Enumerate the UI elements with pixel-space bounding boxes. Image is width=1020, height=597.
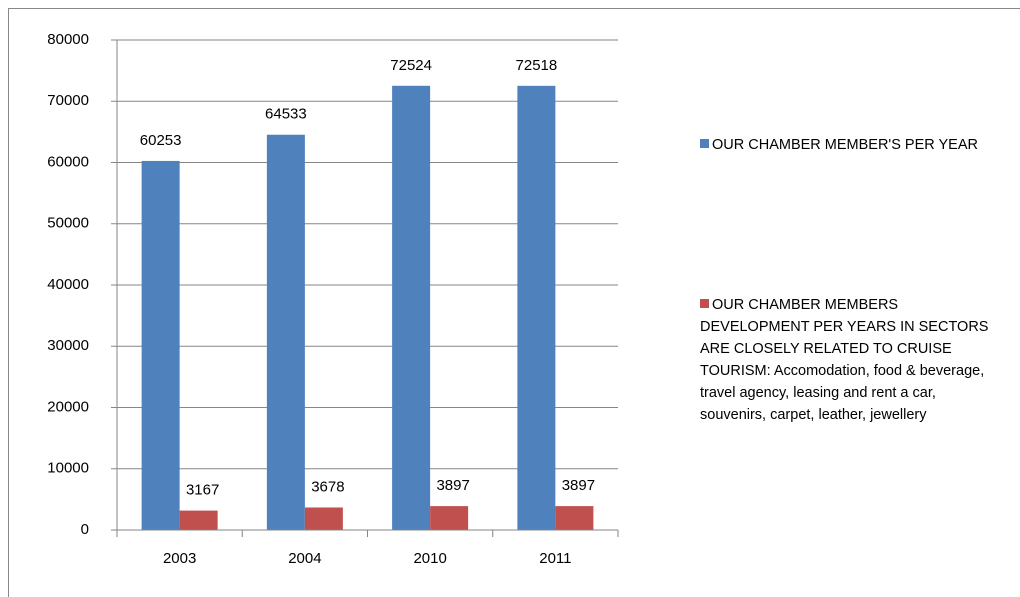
y-tick-label: 40000	[47, 276, 89, 293]
bar	[392, 85, 431, 530]
bar	[304, 507, 343, 530]
legend-label: OUR CHAMBER MEMBERS DEVELOPMENT PER YEAR…	[700, 297, 989, 423]
data-label: 72524	[390, 57, 432, 74]
x-tick-label: 2011	[539, 550, 571, 567]
y-tick-label: 70000	[47, 92, 89, 109]
legend-item: OUR CHAMBER MEMBER'S PER YEAR	[700, 134, 1000, 156]
y-tick-label: 60000	[47, 153, 89, 170]
bar	[430, 506, 469, 530]
bar	[555, 506, 594, 530]
bar	[517, 85, 556, 531]
y-tick-label: 0	[81, 521, 89, 538]
data-label: 64533	[265, 106, 307, 123]
data-label: 72518	[516, 57, 558, 74]
y-tick-label: 20000	[47, 398, 89, 415]
legend-swatch	[700, 299, 709, 308]
legend-swatch	[700, 139, 709, 148]
legend-item: OUR CHAMBER MEMBERS DEVELOPMENT PER YEAR…	[700, 294, 1000, 426]
legend-label: OUR CHAMBER MEMBER'S PER YEAR	[712, 137, 978, 153]
y-tick-label: 30000	[47, 337, 89, 354]
data-label: 3678	[311, 478, 344, 495]
y-tick-label: 50000	[47, 215, 89, 232]
chart-border	[8, 8, 1020, 597]
data-label: 60253	[140, 132, 182, 149]
x-tick-label: 2010	[413, 550, 446, 567]
bar	[266, 134, 305, 530]
data-label: 3897	[436, 477, 469, 494]
data-label: 3897	[562, 477, 595, 494]
bar	[141, 160, 180, 530]
y-tick-label: 80000	[47, 31, 89, 48]
bar	[179, 510, 218, 530]
x-tick-label: 2003	[163, 550, 196, 567]
x-tick-label: 2004	[288, 550, 321, 567]
y-tick-label: 10000	[47, 460, 89, 477]
data-label: 3167	[186, 482, 219, 499]
